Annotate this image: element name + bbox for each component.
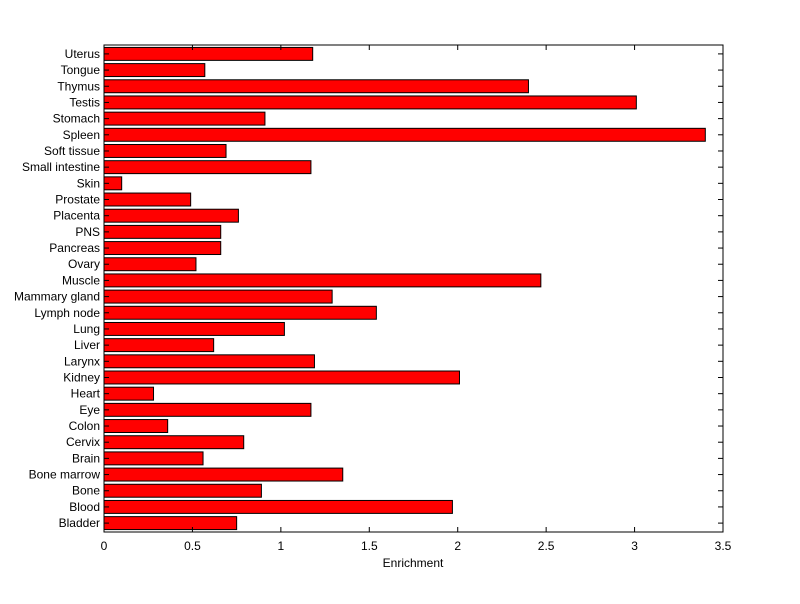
bar — [103, 386, 155, 401]
bar — [103, 160, 312, 175]
y-tick-label: Stomach — [53, 112, 100, 126]
bar — [103, 208, 239, 223]
y-tick-label: Eye — [79, 403, 100, 417]
plot-area — [103, 44, 724, 533]
bar — [103, 111, 266, 126]
bar — [103, 354, 315, 369]
y-tick-label: Lung — [73, 322, 100, 336]
y-tick-label: Blood — [69, 500, 100, 514]
y-tick-label: Bone marrow — [29, 468, 101, 482]
x-tick-label: 2.5 — [538, 539, 555, 553]
bar — [103, 483, 262, 498]
x-tick-label: 3 — [631, 539, 638, 553]
bar — [103, 273, 542, 288]
bar — [103, 95, 637, 110]
bar — [103, 435, 245, 450]
x-tick-label: 3.5 — [715, 539, 732, 553]
bar — [103, 63, 206, 78]
y-tick-label: Spleen — [63, 128, 100, 142]
bar — [103, 338, 215, 353]
y-tick-label: PNS — [75, 225, 100, 239]
bar — [103, 451, 204, 466]
x-axis-label: Enrichment — [383, 556, 444, 570]
bar — [103, 79, 529, 94]
bar — [103, 46, 314, 61]
x-tick-label: 0.5 — [184, 539, 201, 553]
bar — [103, 321, 285, 336]
bar — [103, 144, 227, 158]
y-tick-label: Uterus — [65, 47, 100, 61]
y-tick-label: Tongue — [61, 63, 101, 77]
y-tick-label: Kidney — [63, 370, 100, 384]
y-tick-label: Thymus — [57, 79, 100, 93]
bar — [103, 224, 222, 239]
bar — [103, 289, 333, 304]
bar — [103, 192, 192, 207]
bar — [103, 419, 169, 433]
y-tick-label: Placenta — [53, 209, 100, 223]
bar — [103, 370, 460, 385]
bar — [103, 499, 453, 514]
bar — [103, 127, 706, 142]
y-tick-label: Bone — [72, 484, 100, 498]
bar — [103, 467, 344, 482]
y-tick-label: Small intestine — [22, 160, 100, 174]
y-tick-label: Liver — [74, 338, 100, 352]
bar — [103, 516, 238, 531]
y-tick-label: Prostate — [55, 193, 100, 207]
y-tick-label: Bladder — [59, 516, 100, 530]
y-tick-label: Testis — [69, 95, 100, 109]
bar — [103, 257, 197, 272]
y-tick-label: Larynx — [64, 354, 100, 368]
y-tick-label: Muscle — [62, 273, 100, 287]
y-tick-label: Pancreas — [49, 241, 100, 255]
y-tick-label: Lymph node — [34, 306, 100, 320]
y-tick-label: Cervix — [66, 435, 100, 449]
y-tick-label: Brain — [72, 451, 100, 465]
bar — [103, 305, 377, 320]
x-tick-label: 1 — [278, 539, 285, 553]
x-tick-label: 2 — [454, 539, 461, 553]
y-tick-label: Skin — [77, 176, 100, 190]
y-tick-label: Mammary gland — [14, 290, 100, 304]
bar — [103, 402, 312, 417]
bar — [103, 241, 222, 256]
y-tick-label: Heart — [71, 387, 101, 401]
y-tick-label: Ovary — [68, 257, 100, 271]
y-tick-label: Colon — [69, 419, 100, 433]
x-tick-label: 0 — [101, 539, 108, 553]
y-tick-label: Soft tissue — [44, 144, 100, 158]
x-tick-label: 1.5 — [361, 539, 378, 553]
